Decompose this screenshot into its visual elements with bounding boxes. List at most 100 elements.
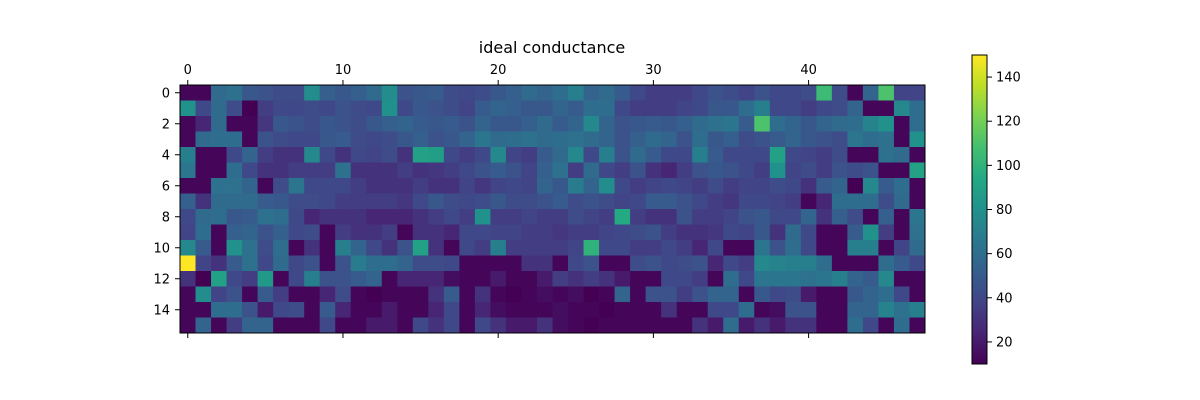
heatmap-cell — [862, 271, 879, 287]
heatmap-cell — [350, 286, 367, 303]
heatmap-cell — [692, 286, 709, 303]
heatmap-cell — [195, 317, 212, 334]
heatmap-cell — [723, 116, 740, 132]
heatmap-cell — [568, 317, 584, 334]
heatmap-cell — [319, 131, 336, 148]
heatmap-cell — [599, 271, 615, 287]
heatmap-cell — [738, 193, 755, 210]
heatmap-cell — [242, 224, 259, 241]
heatmap-cell — [226, 162, 243, 179]
heatmap-cell — [552, 178, 569, 194]
heatmap-cell — [661, 85, 678, 101]
heatmap-cell — [366, 302, 383, 318]
heatmap-cell — [552, 286, 569, 303]
heatmap-cell — [568, 100, 584, 117]
heatmap-cell — [350, 255, 367, 272]
heatmap-cell — [273, 147, 290, 163]
heatmap-cell — [505, 147, 522, 163]
heatmap-cell — [350, 162, 367, 179]
heatmap-cell — [474, 224, 491, 241]
heatmap-cell — [474, 85, 491, 101]
heatmap-cell — [583, 178, 600, 194]
heatmap-cell — [459, 271, 476, 287]
plot-frame — [179, 84, 926, 334]
heatmap-cell — [319, 271, 336, 287]
heatmap-cell — [831, 100, 848, 117]
heatmap-cell — [335, 162, 352, 179]
heatmap-cell — [366, 162, 383, 179]
heatmap-cell — [304, 85, 321, 101]
heatmap-cell — [614, 286, 631, 303]
heatmap-cell — [583, 317, 600, 334]
heatmap-cell — [226, 178, 243, 194]
heatmap-cell — [754, 162, 771, 179]
heatmap-cell — [505, 317, 522, 334]
heatmap-cell — [862, 147, 879, 163]
heatmap-cell — [226, 240, 243, 256]
heatmap-cell — [552, 302, 569, 318]
x-tick-label: 20 — [490, 63, 507, 78]
heatmap-cell — [723, 100, 740, 117]
heatmap-cell — [226, 193, 243, 210]
heatmap-cell — [211, 317, 227, 334]
heatmap-cell — [366, 255, 383, 272]
heatmap-cell — [862, 100, 879, 117]
x-tick-label: 40 — [800, 63, 817, 78]
heatmap-cell — [490, 193, 507, 210]
heatmap-cell — [273, 240, 290, 256]
heatmap-cell — [474, 162, 491, 179]
heatmap-cell — [816, 240, 833, 256]
heatmap-cell — [893, 224, 910, 241]
heatmap-cell — [211, 209, 227, 225]
heatmap-cell — [350, 178, 367, 194]
heatmap-cell — [319, 302, 336, 318]
heatmap-cell — [568, 193, 584, 210]
heatmap-cell — [692, 224, 709, 241]
heatmap-cell — [661, 162, 678, 179]
heatmap-cell — [769, 116, 786, 132]
colorbar: 20 40 60 80 100 120 140 — [971, 54, 1021, 365]
y-tick-label: 4 — [162, 148, 170, 163]
heatmap-cell — [723, 193, 740, 210]
heatmap-cell — [319, 178, 336, 194]
heatmap-cell — [816, 116, 833, 132]
heatmap-cell — [195, 85, 212, 101]
heatmap-cell — [412, 162, 429, 179]
heatmap-cell — [273, 116, 290, 132]
heatmap-cell — [568, 131, 584, 148]
heatmap-cell — [878, 162, 895, 179]
heatmap-cell — [366, 193, 383, 210]
heatmap-cell — [490, 147, 507, 163]
heatmap-cell — [692, 116, 709, 132]
heatmap-cell — [474, 317, 491, 334]
heatmap-cell — [909, 116, 926, 132]
heatmap-cell — [474, 271, 491, 287]
heatmap-cell — [723, 224, 740, 241]
heatmap-cell — [350, 131, 367, 148]
heatmap-cell — [242, 302, 259, 318]
heatmap-cell — [878, 116, 895, 132]
heatmap-cell — [397, 317, 414, 334]
heatmap-cell — [614, 147, 631, 163]
heatmap-cell — [816, 255, 833, 272]
heatmap-cell — [521, 85, 538, 101]
heatmap-cell — [785, 255, 802, 272]
heatmap-cell — [769, 85, 786, 101]
heatmap-cell — [614, 255, 631, 272]
heatmap-cell — [257, 193, 274, 210]
heatmap-cell — [583, 85, 600, 101]
heatmap-cell — [412, 147, 429, 163]
heatmap-cell — [676, 209, 693, 225]
heatmap-cell — [661, 131, 678, 148]
heatmap-cell — [257, 302, 274, 318]
x-axis-top: 0 10 20 30 40 — [184, 63, 817, 85]
heatmap-cell — [878, 302, 895, 318]
heatmap-cell — [847, 162, 864, 179]
heatmap-cell — [459, 131, 476, 148]
heatmap-cell — [474, 147, 491, 163]
heatmap-cell — [381, 162, 398, 179]
heatmap-cell — [304, 209, 321, 225]
heatmap-cell — [366, 224, 383, 241]
heatmap-cell — [257, 178, 274, 194]
heatmap-cell — [893, 286, 910, 303]
